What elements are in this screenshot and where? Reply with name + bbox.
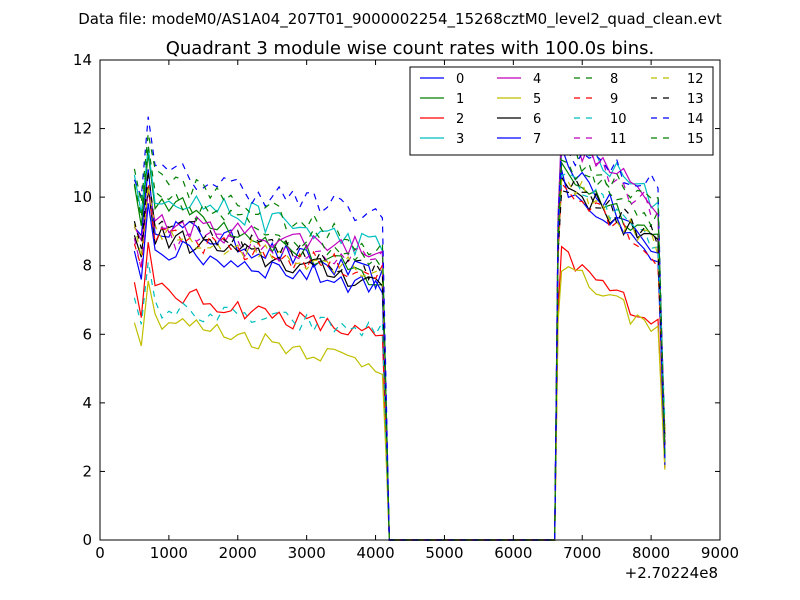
legend-label-13: 13	[687, 92, 704, 107]
x-tick-label: 7000	[563, 544, 601, 562]
legend-label-9: 9	[610, 92, 618, 107]
legend-label-12: 12	[687, 72, 704, 87]
x-tick-label: 6000	[494, 544, 532, 562]
series-line-15	[133, 133, 666, 541]
plot-frame	[99, 59, 721, 541]
x-tick-label: 1000	[150, 544, 188, 562]
legend-label-10: 10	[610, 112, 627, 127]
x-tick-label: 9000	[701, 544, 739, 562]
legend-label-6: 6	[533, 112, 541, 127]
x-tick-label: 2000	[219, 544, 257, 562]
x-tick-label: 4000	[356, 544, 394, 562]
y-tick-label: 4	[82, 394, 92, 412]
series-line-5	[133, 266, 666, 541]
series-line-11	[133, 141, 666, 541]
y-tick-label: 2	[82, 462, 92, 480]
y-tick-label: 0	[82, 531, 92, 549]
x-tick-label: 3000	[288, 544, 326, 562]
series-line-7	[133, 169, 666, 541]
legend-label-11: 11	[610, 132, 627, 147]
legend-label-0: 0	[456, 72, 464, 87]
legend-label-8: 8	[610, 72, 618, 87]
legend-label-14: 14	[687, 112, 704, 127]
legend-label-1: 1	[456, 92, 464, 107]
series-line-12	[133, 178, 666, 541]
legend-label-2: 2	[456, 112, 464, 127]
y-tick-label: 8	[82, 257, 92, 275]
y-tick-label: 14	[73, 51, 92, 69]
axis-ticks: 0 1000 2000 3000 4000 5000 6000 7000 8000 9000 0 2 4…	[73, 51, 739, 562]
series-line-13	[133, 170, 666, 541]
legend-label-7: 7	[533, 132, 541, 147]
series-line-2	[133, 242, 666, 541]
x-tick-label: 8000	[632, 544, 670, 562]
legend-label-3: 3	[456, 132, 464, 147]
series-lines	[133, 116, 666, 541]
legend-label-15: 15	[687, 132, 704, 147]
y-tick-label: 10	[73, 188, 92, 206]
legend-label-5: 5	[533, 92, 541, 107]
series-line-9	[133, 181, 666, 541]
series-line-3	[133, 131, 666, 541]
x-offset-label: +2.70224e8	[625, 564, 718, 582]
chart-title: Quadrant 3 module wise count rates with …	[166, 38, 655, 59]
y-tick-label: 6	[82, 325, 92, 343]
x-tick-label: 0	[95, 544, 105, 562]
legend-label-4: 4	[533, 72, 541, 87]
series-line-8	[133, 137, 666, 541]
chart-supertitle: Data file: modeM0/AS1A04_207T01_90000022…	[78, 10, 722, 29]
legend-box	[409, 66, 714, 156]
series-line-14	[133, 116, 666, 541]
x-tick-label: 5000	[425, 544, 463, 562]
y-tick-label: 12	[73, 120, 92, 138]
